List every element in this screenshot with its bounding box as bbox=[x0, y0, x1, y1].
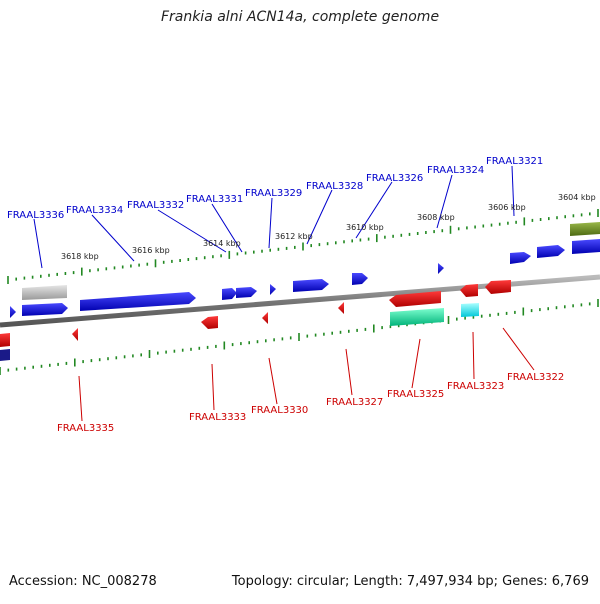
reverse-genes bbox=[0, 280, 511, 361]
leader-line bbox=[411, 338, 421, 389]
gene-arrow-reverse[interactable] bbox=[72, 328, 78, 341]
gene-block-navy[interactable] bbox=[0, 349, 10, 361]
leader-line bbox=[502, 327, 535, 371]
gene-label-reverse: FRAAL3325 bbox=[387, 389, 444, 400]
gene-block-trna[interactable] bbox=[461, 303, 479, 317]
scale-label: 3610 kbp bbox=[346, 223, 384, 232]
gene-arrow-forward[interactable] bbox=[537, 245, 565, 258]
gene-arrow-forward[interactable] bbox=[352, 273, 368, 285]
gene-arrow-forward[interactable] bbox=[438, 263, 444, 274]
leader-line bbox=[211, 203, 243, 253]
gene-block-other[interactable] bbox=[22, 285, 67, 300]
leader-line bbox=[268, 197, 273, 249]
scale-label: 3618 kbp bbox=[61, 252, 99, 261]
leader-line bbox=[355, 181, 393, 239]
gene-label-forward: FRAAL3331 bbox=[186, 194, 243, 205]
gene-arrow-reverse[interactable] bbox=[389, 291, 441, 307]
leader-line bbox=[511, 165, 515, 217]
gene-label-reverse: FRAAL3327 bbox=[326, 397, 383, 408]
leader-line bbox=[472, 331, 475, 380]
forward-genes bbox=[10, 222, 600, 318]
leader-line bbox=[157, 209, 227, 253]
leader-line bbox=[306, 189, 333, 245]
gene-labels: FRAAL3336 FRAAL3334 FRAAL3332 FRAAL3331 … bbox=[7, 156, 596, 434]
gene-label-reverse: FRAAL3323 bbox=[447, 381, 504, 392]
map-title: Frankia alni ACN14a, complete genome bbox=[160, 9, 440, 25]
gene-arrow-reverse[interactable] bbox=[262, 312, 268, 324]
gene-arrow-reverse[interactable] bbox=[460, 284, 478, 297]
gene-label-reverse: FRAAL3333 bbox=[189, 412, 246, 423]
gene-arrow-forward[interactable] bbox=[10, 306, 16, 318]
scale-label: 3614 kbp bbox=[203, 239, 241, 248]
gene-arrow-forward[interactable] bbox=[236, 287, 257, 298]
scale-label: 3608 kbp bbox=[417, 213, 455, 222]
gene-arrow-reverse[interactable] bbox=[338, 302, 344, 314]
gene-arrow-forward[interactable] bbox=[293, 279, 329, 292]
gene-label-forward: FRAAL3332 bbox=[127, 200, 184, 211]
gene-arrow-reverse[interactable] bbox=[201, 316, 218, 329]
gene-label-forward: FRAAL3336 bbox=[7, 210, 64, 221]
leader-line bbox=[345, 348, 353, 396]
genome-summary-text: Topology: circular; Length: 7,497,934 bp… bbox=[231, 574, 589, 589]
leader-line bbox=[91, 214, 135, 262]
gene-label-reverse: FRAAL3330 bbox=[251, 405, 308, 416]
gene-label-forward: FRAAL3329 bbox=[245, 188, 302, 199]
leader-line bbox=[268, 357, 278, 405]
gene-label-forward: FRAAL3328 bbox=[306, 181, 363, 192]
gene-block-rna[interactable] bbox=[390, 308, 444, 326]
gene-label-forward: FRAAL3326 bbox=[366, 173, 423, 184]
gene-label-reverse: FRAAL3335 bbox=[57, 423, 114, 434]
gene-label-forward: FRAAL3334 bbox=[66, 205, 123, 216]
gene-arrow-forward[interactable] bbox=[222, 288, 237, 300]
gene-block-olive[interactable] bbox=[570, 222, 600, 236]
accession-text: Accession: NC_008278 bbox=[9, 574, 157, 589]
gene-label-forward: FRAAL3321 bbox=[486, 156, 543, 167]
leader-line bbox=[436, 174, 453, 229]
gene-arrow-forward[interactable] bbox=[572, 239, 600, 254]
gene-arrow-reverse[interactable] bbox=[0, 333, 10, 347]
gene-arrow-forward[interactable] bbox=[22, 303, 68, 316]
scale-label: 3616 kbp bbox=[132, 246, 170, 255]
leader-line bbox=[78, 375, 83, 422]
scale-label: 3604 kbp bbox=[558, 193, 596, 202]
gene-arrow-forward[interactable] bbox=[510, 252, 531, 264]
gene-label-reverse: FRAAL3322 bbox=[507, 372, 564, 383]
scale-label: 3612 kbp bbox=[275, 232, 313, 241]
leader-line bbox=[211, 363, 215, 411]
gene-label-forward: FRAAL3324 bbox=[427, 165, 484, 176]
leader-line bbox=[33, 218, 43, 269]
gene-arrow-forward[interactable] bbox=[270, 284, 276, 295]
scale-label: 3606 kbp bbox=[488, 203, 526, 212]
gene-arrow-forward[interactable] bbox=[80, 292, 196, 311]
gene-arrow-reverse[interactable] bbox=[485, 280, 511, 294]
